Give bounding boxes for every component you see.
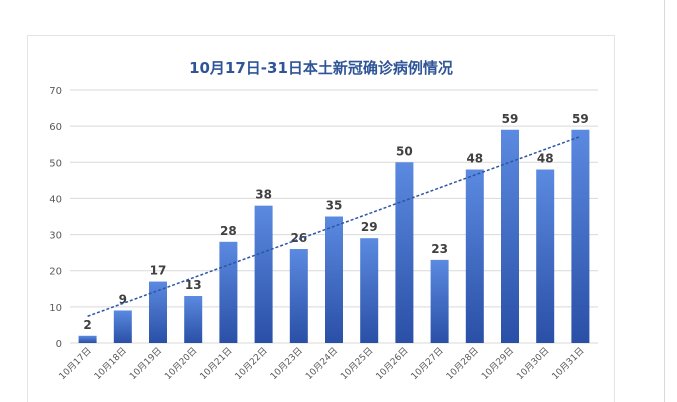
bar (78, 335, 97, 343)
bar (360, 238, 379, 343)
y-tick-label: 0 (56, 339, 62, 350)
bar (325, 216, 343, 343)
y-tick-label: 30 (49, 231, 62, 242)
x-tick-label: 10月26日 (374, 345, 411, 382)
x-tick-label: 10月22日 (233, 345, 270, 382)
bar (465, 169, 484, 343)
bars (78, 129, 590, 343)
x-tick-label: 10月27日 (409, 345, 446, 382)
x-tick-label: 10月20日 (163, 345, 200, 382)
x-tick-label: 10月18日 (92, 345, 129, 382)
x-tick-label: 10月19日 (127, 345, 164, 382)
chart-title: 10月17日-31日本土新冠确诊病例情况 (189, 59, 453, 77)
bar (113, 310, 132, 343)
data-label: 50 (396, 144, 413, 158)
data-label: 23 (431, 242, 448, 256)
data-label: 17 (150, 264, 167, 278)
data-label: 26 (290, 231, 307, 245)
bar (430, 259, 449, 343)
y-tick-label: 10 (49, 303, 62, 314)
bar (184, 296, 203, 343)
x-tick-label: 10月29日 (479, 345, 516, 382)
data-label: 13 (185, 278, 202, 292)
data-label: 48 (466, 152, 483, 166)
bar (571, 129, 590, 343)
bar (149, 281, 167, 343)
data-label: 48 (537, 152, 554, 166)
x-tick-label: 10月25日 (339, 345, 376, 382)
data-label: 35 (326, 199, 343, 213)
x-tick-label: 10月17日 (57, 345, 94, 382)
bar (536, 169, 555, 343)
data-label: 59 (572, 112, 589, 126)
data-label: 2 (83, 318, 91, 332)
trendline-group (87, 135, 581, 317)
bar (254, 205, 273, 343)
bar (395, 162, 414, 343)
y-tick-label: 20 (49, 267, 62, 278)
x-tick-label: 10月21日 (198, 345, 235, 382)
y-tick-label: 40 (49, 194, 62, 205)
data-label: 38 (255, 188, 272, 202)
bar (289, 249, 308, 343)
data-label: 9 (119, 292, 127, 306)
data-label: 59 (502, 112, 519, 126)
x-tick-label: 10月23日 (268, 345, 305, 382)
x-tick-label: 10月30日 (515, 345, 552, 382)
data-label: 29 (361, 220, 378, 234)
trendline (87, 135, 581, 317)
x-axis-ticks: 10月17日 10月18日 10月19日 10月20日 10月21日 10月22日 10月2… (57, 345, 587, 382)
data-label: 28 (220, 224, 237, 238)
x-tick-label: 10月28日 (444, 345, 481, 382)
x-tick-label: 10月31日 (550, 345, 587, 382)
bar (501, 129, 519, 343)
x-tick-label: 10月24日 (303, 345, 340, 382)
y-tick-label: 70 (49, 86, 62, 97)
y-axis-ticks: 0 10 20 30 40 50 60 70 (49, 86, 62, 350)
y-tick-label: 60 (49, 122, 62, 133)
y-tick-label: 50 (49, 158, 62, 169)
bar (219, 241, 238, 343)
right-divider (664, 0, 665, 402)
